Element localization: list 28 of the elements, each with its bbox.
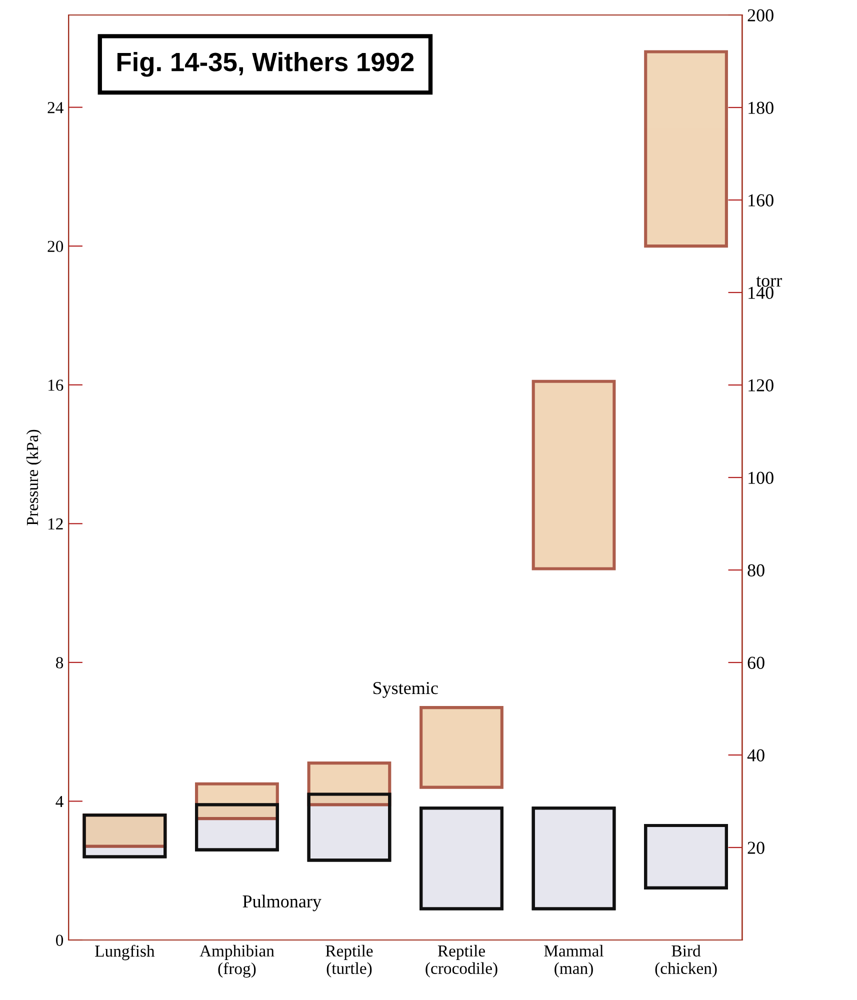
- y2-axis-title: torr: [756, 276, 782, 287]
- series-label: Pulmonary: [242, 894, 322, 912]
- y2-tick-label: 40: [747, 749, 764, 762]
- x-tick-label: Reptile (crocodile): [426, 944, 498, 978]
- y2-tick-label: 120: [748, 379, 774, 392]
- y2-tick-label: 100: [748, 472, 774, 484]
- x-tick-label: Lungfish: [95, 944, 155, 960]
- y-axis-title: Pressure (kPa): [26, 430, 42, 526]
- x-tick-label: Reptile (turtle): [326, 944, 373, 978]
- y-tick-label: 4: [56, 796, 64, 807]
- y-tick-label: 12: [48, 518, 63, 530]
- x-tick-label: Amphibian (frog): [200, 944, 274, 978]
- series-label: Systemic: [373, 682, 438, 698]
- y2-tick-label: 200: [748, 9, 774, 22]
- y2-tick-label: 80: [748, 564, 764, 576]
- y-tick-label: 8: [56, 657, 64, 668]
- y2-tick-label: 20: [748, 842, 764, 854]
- x-tick-label: Bird (chicken): [655, 944, 717, 978]
- y-tick-label: 16: [48, 380, 64, 391]
- y2-tick-label: 60: [748, 656, 764, 669]
- x-tick-label: Mammal (man): [544, 944, 604, 978]
- y-tick-label: 0: [56, 934, 64, 946]
- y2-tick-label: 160: [748, 194, 774, 206]
- y2-tick-label: 140: [748, 286, 774, 299]
- y-tick-label: 24: [48, 102, 64, 114]
- text: Fig. 14-35, Withers 1992: [117, 52, 414, 77]
- y2-tick-label: 180: [748, 102, 774, 114]
- y-tick-label: 20: [48, 240, 64, 252]
